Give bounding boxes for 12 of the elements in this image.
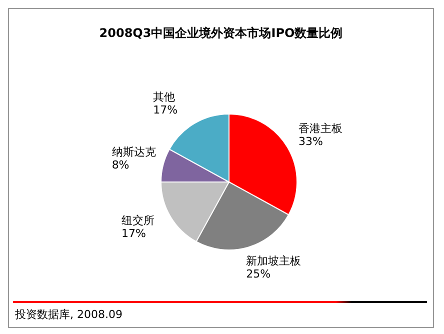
slice-label: 其他 (153, 90, 176, 104)
data-label: 25% (246, 267, 271, 280)
data-label: 8% (112, 158, 130, 172)
data-label: 17% (122, 226, 146, 240)
slice-label: 新加坡主板 (246, 254, 302, 268)
chart-title: 2008Q3中国企业境外资本市场IPO数量比例 (98, 25, 344, 42)
text: 投资数据库, 2008.09 (15, 307, 122, 322)
slice-label: 纳斯达克 (112, 146, 156, 159)
data-label: 17% (153, 104, 178, 117)
slice-label: 香港主板 (298, 122, 342, 136)
data-label: 33% (298, 135, 323, 148)
slice-label: 纽交所 (122, 214, 155, 227)
